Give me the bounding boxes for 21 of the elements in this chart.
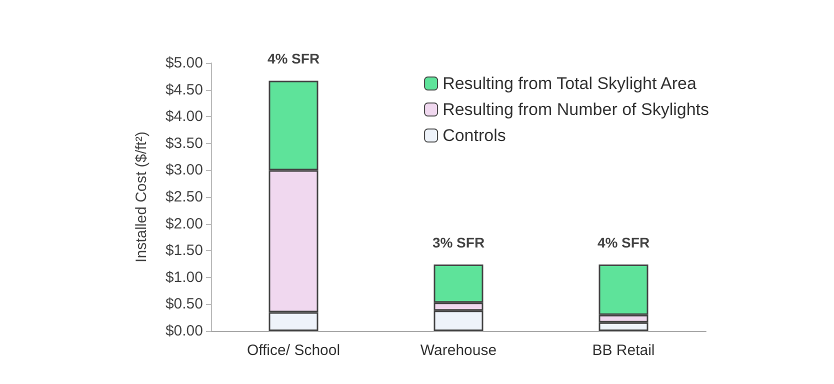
y-axis-title: Installed Cost ($/ft²)	[133, 132, 150, 262]
x-tick-label: Warehouse	[420, 342, 497, 359]
annotation: 4% SFR	[267, 50, 320, 67]
x-tick-label: Office/ School	[246, 342, 340, 359]
y-tick-label: $3.50	[165, 134, 203, 152]
annotation: 4% SFR	[597, 234, 650, 251]
legend-label: Resulting from Total Skylight Area	[442, 74, 697, 93]
x-tick-label: BB Retail	[592, 342, 655, 359]
y-tick-label: $2.00	[165, 215, 203, 232]
y-tick-label: $2.50	[165, 188, 203, 206]
y-tick-label: $0.00	[165, 322, 203, 340]
y-tick-label: $5.00	[165, 54, 203, 72]
y-tick-label: $1.00	[165, 268, 203, 286]
y-tick-label: $4.00	[165, 108, 203, 126]
y-tick-label: $1.50	[165, 242, 203, 260]
annotation: 3% SFR	[432, 234, 485, 251]
legend-label: Controls	[442, 126, 506, 145]
y-tick-label: $0.50	[165, 296, 203, 313]
y-tick-label: $3.00	[165, 162, 203, 179]
y-tick-label: $4.50	[165, 81, 203, 98]
legend-label: Resulting from Number of Skylights	[442, 100, 710, 119]
